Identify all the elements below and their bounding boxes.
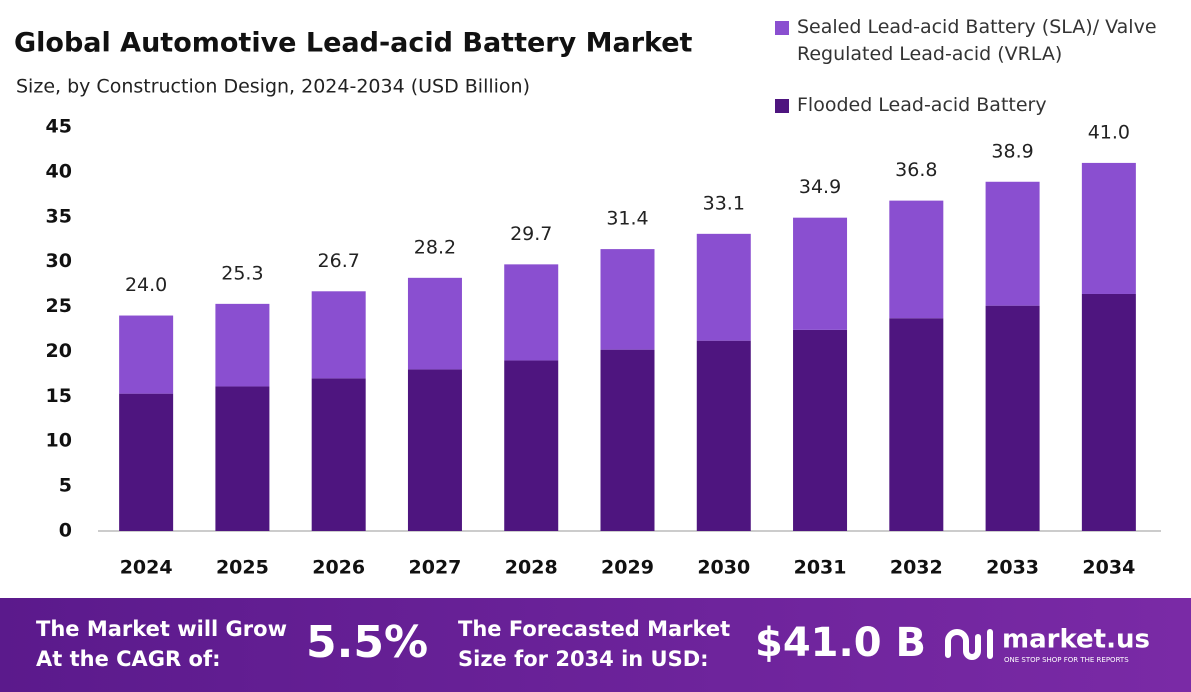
bar-segment: [985, 181, 1040, 306]
legend-label: Flooded Lead-acid Battery: [797, 94, 1047, 116]
bar-segment: [696, 233, 751, 341]
chart-subtitle: Size, by Construction Design, 2024-2034 …: [16, 76, 530, 98]
brand: market.us: [1002, 625, 1150, 655]
bar-segment: [793, 217, 848, 330]
x-tick-label: 2032: [890, 557, 943, 579]
y-tick-label: 5: [59, 475, 72, 497]
total-label: 34.9: [799, 176, 841, 198]
legend-item: Flooded Lead-acid Battery: [775, 92, 1047, 119]
bar-segment: [407, 369, 462, 531]
y-tick-label: 15: [46, 385, 72, 407]
forecast-text: Size for 2034 in USD:: [458, 647, 709, 671]
bar-segment: [119, 393, 174, 531]
cagr-value: 5.5%: [306, 617, 428, 668]
x-tick-label: 2030: [697, 557, 750, 579]
total-label: 29.7: [510, 223, 552, 245]
total-label: 25.3: [221, 262, 263, 284]
total-label: 41.0: [1088, 121, 1130, 143]
bar-segment: [600, 249, 655, 350]
x-tick-label: 2025: [216, 557, 269, 579]
bar-segment: [889, 200, 944, 319]
x-tick-label: 2034: [1082, 557, 1135, 579]
legend-item: Sealed Lead-acid Battery (SLA)/ Valve Re…: [775, 14, 1191, 68]
bar-segment: [793, 329, 848, 531]
x-tick-label: 2026: [312, 557, 365, 579]
x-tick-label: 2029: [601, 557, 654, 579]
legend-swatch: [775, 99, 789, 113]
bar-segment: [215, 386, 270, 531]
bar-segment: [215, 303, 270, 387]
total-label: 31.4: [606, 208, 648, 230]
tagline: ONE STOP SHOP FOR THE REPORTS: [1004, 656, 1129, 664]
cagr-text: At the CAGR of:: [36, 647, 221, 671]
x-tick-label: 2024: [120, 557, 173, 579]
x-tick-label: 2031: [794, 557, 847, 579]
x-tick-label: 2033: [986, 557, 1039, 579]
bar-segment: [311, 291, 366, 379]
bar-segment: [696, 340, 751, 531]
forecast-value: $41.0 B: [755, 620, 926, 666]
bar-segment: [504, 360, 559, 531]
y-tick-label: 40: [46, 160, 72, 182]
bar-segment: [407, 277, 462, 370]
bar-segment: [985, 305, 1040, 531]
total-label: 26.7: [318, 250, 360, 272]
total-label: 28.2: [414, 236, 456, 258]
x-tick-label: 2028: [505, 557, 558, 579]
y-tick-label: 0: [59, 520, 72, 542]
cagr-text: The Market will Grow: [36, 617, 287, 641]
chart-title: Global Automotive Lead-acid Battery Mark…: [14, 28, 693, 59]
forecast-text: The Forecasted Market: [458, 617, 730, 641]
total-label: 38.9: [991, 140, 1033, 162]
brand-logo: [945, 629, 993, 660]
bar-segment: [889, 318, 944, 531]
y-tick-label: 20: [46, 340, 72, 362]
bar-segment: [1081, 293, 1136, 531]
legend-swatch: [775, 21, 789, 35]
x-tick-label: 2027: [409, 557, 462, 579]
total-label: 24.0: [125, 274, 167, 296]
bar-segment: [504, 264, 559, 361]
y-tick-label: 10: [46, 430, 72, 452]
bar-segment: [311, 378, 366, 531]
y-tick-label: 30: [46, 250, 72, 272]
total-label: 36.8: [895, 159, 937, 181]
total-label: 33.1: [703, 192, 745, 214]
bar-segment: [119, 315, 174, 394]
bar-segment: [600, 349, 655, 531]
legend-label: Sealed Lead-acid Battery (SLA)/ Valve Re…: [797, 16, 1157, 65]
y-tick-label: 35: [46, 205, 72, 227]
bar-segment: [1081, 162, 1136, 294]
y-tick-label: 45: [46, 116, 72, 138]
y-tick-label: 25: [46, 295, 72, 317]
